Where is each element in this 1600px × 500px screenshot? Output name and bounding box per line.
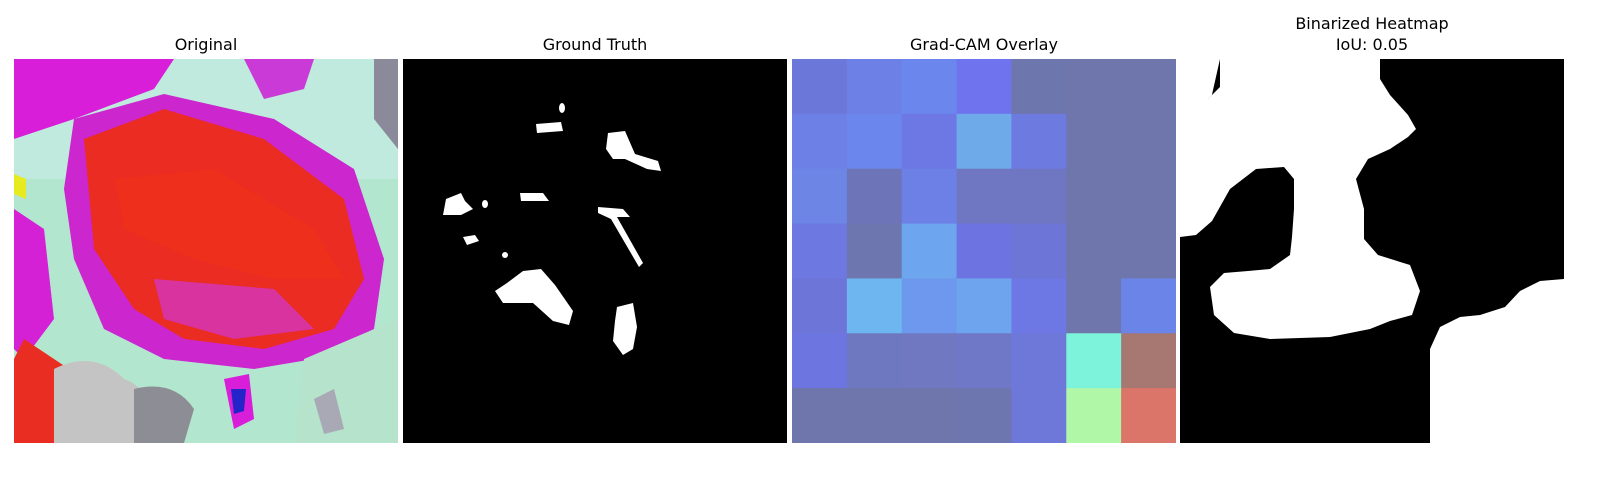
gradcam-cell — [1121, 278, 1176, 334]
gradcam-cell — [1011, 388, 1067, 443]
gradcam-cell — [792, 333, 848, 389]
gradcam-cell — [956, 278, 1012, 334]
gradcam-cell — [956, 333, 1012, 389]
panel-original: Original — [14, 0, 398, 500]
panel-title-original: Original — [174, 35, 238, 54]
gradcam-overlay-image — [792, 59, 1176, 443]
gradcam-cell — [846, 113, 903, 170]
gradcam-cell — [901, 388, 958, 443]
gradcam-cell — [1066, 168, 1122, 225]
ground-truth-mask — [403, 59, 787, 443]
gradcam-cell — [901, 168, 958, 225]
gradcam-cell — [1121, 333, 1176, 389]
gradcam-cell — [846, 168, 903, 225]
gradcam-cell — [846, 278, 903, 334]
gradcam-cell — [901, 223, 958, 279]
gradcam-cell — [1011, 168, 1067, 225]
panel-binarized-heatmap: Binarized Heatmap IoU: 0.05 — [1180, 0, 1564, 500]
panel-gradcam-overlay: Grad-CAM Overlay — [792, 0, 1176, 500]
gradcam-cell — [1011, 223, 1067, 279]
gradcam-cell — [846, 59, 903, 115]
gradcam-cell — [1121, 223, 1176, 279]
gradcam-cell — [1066, 333, 1122, 389]
gradcam-cell — [792, 59, 848, 115]
gradcam-cell — [956, 168, 1012, 225]
panel-title-line1: Binarized Heatmap — [1295, 14, 1449, 33]
iou-score-label: IoU: 0.05 — [1335, 35, 1409, 54]
panel-title-gradcam-overlay: Grad-CAM Overlay — [910, 35, 1058, 54]
gradcam-cell — [1121, 168, 1176, 225]
gradcam-cell — [901, 59, 958, 115]
panel-ground-truth: Ground Truth — [403, 0, 787, 500]
gradcam-cell — [1121, 113, 1176, 170]
gradcam-cell — [956, 223, 1012, 279]
gradcam-cell — [1011, 333, 1067, 389]
gradcam-cell — [901, 333, 958, 389]
panel-title-binarized-heatmap: Binarized Heatmap IoU: 0.05 — [1180, 13, 1564, 55]
gradcam-cell — [792, 278, 848, 334]
binarized-heatmap-mask — [1180, 59, 1564, 443]
gradcam-cell — [792, 223, 848, 279]
gradcam-cell — [1011, 59, 1067, 115]
original-image — [14, 59, 398, 443]
panel-title-ground-truth: Ground Truth — [542, 35, 648, 54]
gradcam-cell — [901, 113, 958, 170]
gradcam-cell — [1011, 278, 1067, 334]
gradcam-cell — [1121, 388, 1176, 443]
gradcam-cell — [1066, 59, 1122, 115]
gradcam-cell — [1066, 388, 1122, 443]
gradcam-cell — [792, 388, 848, 443]
gradcam-cell — [846, 388, 903, 443]
gradcam-cell — [846, 223, 903, 279]
gradcam-cell — [1066, 278, 1122, 334]
gradcam-cell — [956, 388, 1012, 443]
gradcam-cell — [792, 168, 848, 225]
gradcam-cell — [901, 278, 958, 334]
gradcam-cell — [956, 59, 1012, 115]
gradcam-cell — [846, 333, 903, 389]
gradcam-cell — [956, 113, 1012, 170]
gradcam-cell — [1066, 223, 1122, 279]
gradcam-cell — [1121, 59, 1176, 115]
gradcam-cell — [792, 113, 848, 170]
gradcam-cell — [1066, 113, 1122, 170]
gradcam-cell — [1011, 113, 1067, 170]
